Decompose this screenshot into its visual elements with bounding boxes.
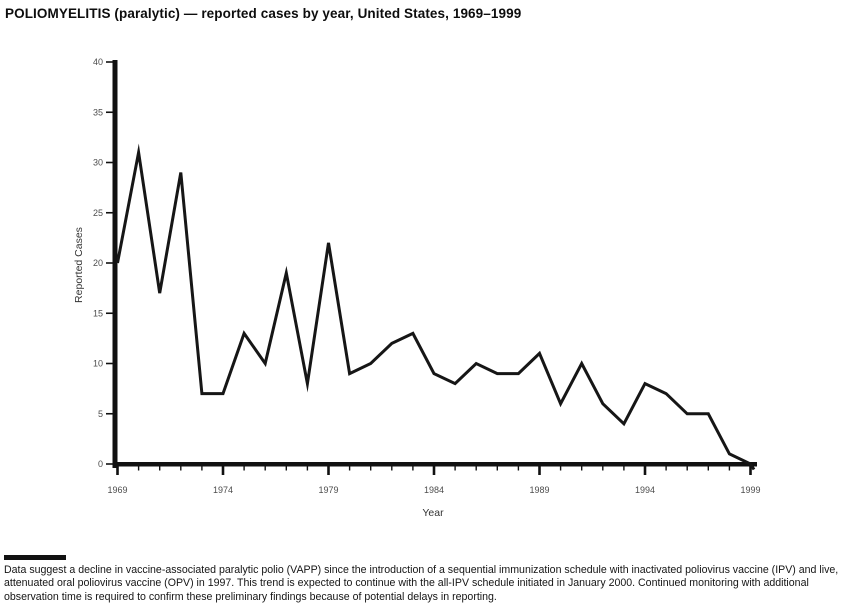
y-axis xyxy=(112,60,118,468)
chart-title: POLIOMYELITIS (paralytic) — reported cas… xyxy=(5,6,522,21)
polio-line-chart-svg: 0 5 10 15 20 25 30 35 40 1969 1974 1979 1984 1989 1994… xyxy=(73,57,761,519)
y-tick-label: 40 xyxy=(93,57,103,67)
y-tick-label: 0 xyxy=(98,459,103,469)
x-tick-label: 1969 xyxy=(107,485,127,495)
y-axis-title: Reported Cases xyxy=(73,227,85,303)
x-tick-label: 1984 xyxy=(424,485,444,495)
x-tick-label: 1994 xyxy=(635,485,655,495)
data-line-end-cap xyxy=(749,463,756,471)
x-tick-label: 1999 xyxy=(740,485,760,495)
x-tick-label: 1974 xyxy=(213,485,233,495)
footnote-divider xyxy=(4,555,66,560)
chart-area: 0 5 10 15 20 25 30 35 40 1969 1974 1979 1984 1989 1994… xyxy=(73,57,761,519)
x-axis-title: Year xyxy=(422,507,444,519)
y-tick-label: 5 xyxy=(98,409,103,419)
y-tick-label: 35 xyxy=(93,107,103,117)
footnote-text: Data suggest a decline in vaccine-associ… xyxy=(4,564,839,603)
y-tick-label: 30 xyxy=(93,158,103,168)
y-tick-label: 15 xyxy=(93,308,103,318)
x-tick-label: 1989 xyxy=(529,485,549,495)
y-tick-label: 20 xyxy=(93,258,103,268)
y-tick-label: 10 xyxy=(93,359,103,369)
data-line xyxy=(116,143,752,466)
x-axis xyxy=(112,462,757,467)
x-tick-label: 1979 xyxy=(318,485,338,495)
y-tick-label: 25 xyxy=(93,208,103,218)
